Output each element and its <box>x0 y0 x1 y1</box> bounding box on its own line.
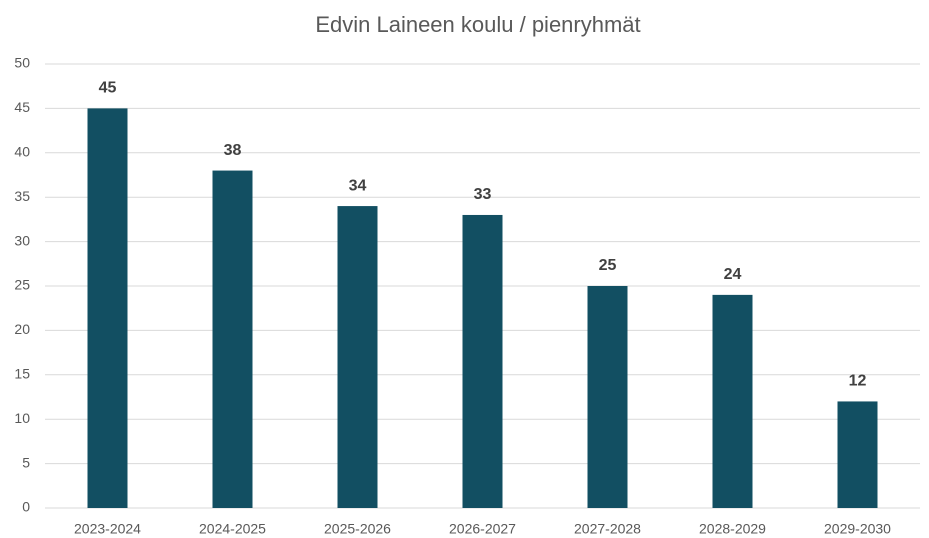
data-label: 12 <box>849 373 867 390</box>
data-label: 34 <box>349 177 367 194</box>
x-tick-label: 2023-2024 <box>74 521 141 537</box>
y-tick-label: 50 <box>14 55 30 71</box>
y-tick-label: 20 <box>14 321 30 337</box>
data-label: 38 <box>224 142 242 159</box>
x-tick-label: 2025-2026 <box>324 521 391 537</box>
bar <box>87 108 128 509</box>
bar <box>837 401 878 508</box>
y-tick-label: 40 <box>14 144 30 160</box>
x-tick-label: 2024-2025 <box>199 521 266 537</box>
bar <box>712 294 753 508</box>
data-label: 25 <box>599 257 617 274</box>
y-tick-label: 25 <box>14 277 30 293</box>
y-tick-label: 10 <box>14 410 30 426</box>
x-tick-label: 2029-2030 <box>824 521 891 537</box>
data-label: 33 <box>474 186 492 203</box>
y-tick-label: 0 <box>22 499 30 515</box>
chart-title: Edvin Laineen koulu / pienryhmät <box>315 12 640 37</box>
bar <box>337 206 378 508</box>
y-tick-label: 5 <box>22 454 30 470</box>
y-tick-label: 45 <box>14 99 30 115</box>
x-tick-label: 2028-2029 <box>699 521 766 537</box>
x-tick-label: 2027-2028 <box>574 521 641 537</box>
bar <box>212 170 253 508</box>
x-tick-label: 2026-2027 <box>449 521 516 537</box>
data-label: 24 <box>724 266 742 283</box>
y-tick-label: 30 <box>14 232 30 248</box>
y-tick-label: 15 <box>14 366 30 382</box>
data-label: 45 <box>99 80 117 97</box>
bar <box>587 286 628 508</box>
y-tick-label: 35 <box>14 188 30 204</box>
bar <box>462 214 503 508</box>
